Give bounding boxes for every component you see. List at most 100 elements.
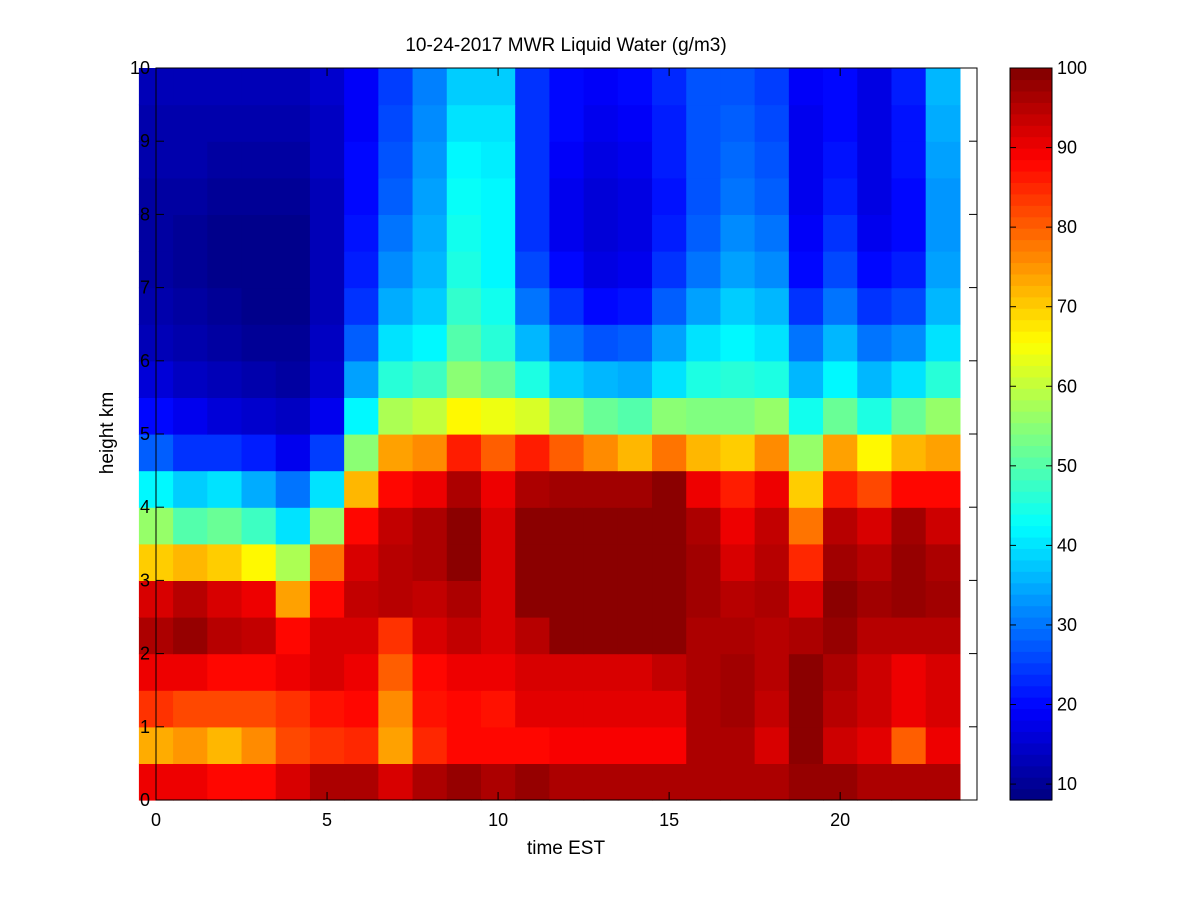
heatmap-cell: [720, 470, 756, 508]
heatmap-cell: [823, 580, 858, 618]
colorbar-segment: [1010, 68, 1052, 81]
heatmap-cell: [891, 653, 927, 691]
heatmap-cell: [857, 324, 893, 362]
colorbar-segment: [1010, 674, 1052, 687]
heatmap-cell: [344, 141, 379, 179]
heatmap-cell: [378, 543, 414, 581]
y-axis-label: height km: [97, 392, 118, 474]
heatmap-cell: [652, 690, 687, 728]
heatmap-cell: [788, 543, 824, 581]
colorbar-segment: [1010, 216, 1052, 229]
heatmap-cell: [652, 617, 687, 655]
heatmap-cell: [617, 470, 653, 508]
heatmap-cell: [344, 324, 379, 362]
heatmap-cell: [583, 507, 619, 545]
heatmap-cell: [925, 726, 961, 764]
heatmap-cell: [891, 324, 927, 362]
heatmap-cell: [686, 543, 722, 581]
heatmap-cell: [412, 690, 448, 728]
heatmap-cell: [583, 543, 619, 581]
heatmap-cell: [480, 360, 516, 398]
heatmap-cell: [173, 543, 208, 581]
heatmap-cell: [173, 287, 208, 325]
heatmap-cell: [515, 617, 550, 655]
heatmap-cell: [173, 104, 208, 142]
heatmap-cell: [515, 470, 550, 508]
heatmap-cell: [686, 507, 722, 545]
heatmap-cell: [925, 690, 961, 728]
heatmap-cell: [891, 104, 927, 142]
colorbar-segment: [1010, 697, 1052, 710]
heatmap-cell: [686, 580, 722, 618]
heatmap-cell: [652, 726, 687, 764]
heatmap-cell: [720, 690, 756, 728]
heatmap-cell: [720, 763, 756, 801]
heatmap-cell: [241, 214, 277, 252]
heatmap-cell: [173, 653, 208, 691]
colorbar-segment: [1010, 685, 1052, 698]
axes: 0 5 10 15 20 0 1 2 3 4 5 6 7 8 9 10: [130, 58, 978, 830]
colorbar-segment: [1010, 445, 1052, 458]
colorbar-tick-label: 10: [1057, 774, 1077, 794]
heatmap-cell: [857, 360, 893, 398]
heatmap-cell: [241, 653, 277, 691]
heatmap-cell: [925, 507, 961, 545]
heatmap-cell: [788, 470, 824, 508]
heatmap-cell: [788, 214, 824, 252]
heatmap-cell: [275, 470, 311, 508]
heatmap-cell: [720, 726, 756, 764]
heatmap-cell: [446, 617, 482, 655]
colorbar-segment: [1010, 113, 1052, 126]
heatmap-cell: [207, 214, 243, 252]
heatmap-cell: [241, 68, 277, 106]
heatmap-cell: [788, 68, 824, 106]
heatmap-cell: [686, 690, 722, 728]
heatmap-cell: [788, 360, 824, 398]
heatmap-cell: [207, 507, 243, 545]
heatmap-cell: [412, 543, 448, 581]
colorbar-segment: [1010, 331, 1052, 344]
heatmap-cell: [446, 287, 482, 325]
heatmap-cell: [378, 251, 414, 289]
colorbar-segment: [1010, 582, 1052, 595]
heatmap-cell: [754, 617, 790, 655]
heatmap-cell: [446, 360, 482, 398]
heatmap-cell: [686, 470, 722, 508]
heatmap-cell: [754, 104, 790, 142]
heatmap-cell: [378, 397, 414, 435]
heatmap-cell: [515, 434, 550, 472]
heatmap-cell: [207, 104, 243, 142]
heatmap-cell: [925, 653, 961, 691]
heatmap-cell: [720, 580, 756, 618]
y-tick-label: 2: [140, 644, 150, 664]
heatmap-cell: [891, 690, 927, 728]
heatmap-cell: [686, 177, 722, 215]
heatmap-cell: [583, 177, 619, 215]
heatmap-cell: [344, 214, 379, 252]
heatmap-cell: [515, 68, 550, 106]
heatmap-cell: [207, 287, 243, 325]
heatmap-cell: [583, 470, 619, 508]
heatmap-cell: [686, 214, 722, 252]
heatmap-cell: [617, 360, 653, 398]
heatmap-cell: [515, 763, 550, 801]
colorbar-segment: [1010, 525, 1052, 538]
heatmap-cell: [378, 763, 414, 801]
heatmap-cell: [378, 690, 414, 728]
colorbar-segment: [1010, 514, 1052, 527]
heatmap-cell: [720, 251, 756, 289]
heatmap-cell: [788, 434, 824, 472]
heatmap-cell: [549, 68, 585, 106]
heatmap-cell: [754, 507, 790, 545]
heatmap-cell: [549, 360, 585, 398]
heatmap-cell: [515, 543, 550, 581]
heatmap-cell: [275, 434, 311, 472]
heatmap-cells: [138, 68, 961, 801]
heatmap-cell: [617, 397, 653, 435]
heatmap-cell: [583, 617, 619, 655]
heatmap-cell: [857, 690, 893, 728]
heatmap-cell: [549, 617, 585, 655]
heatmap-cell: [823, 141, 858, 179]
heatmap-cell: [549, 251, 585, 289]
heatmap-cell: [823, 617, 858, 655]
